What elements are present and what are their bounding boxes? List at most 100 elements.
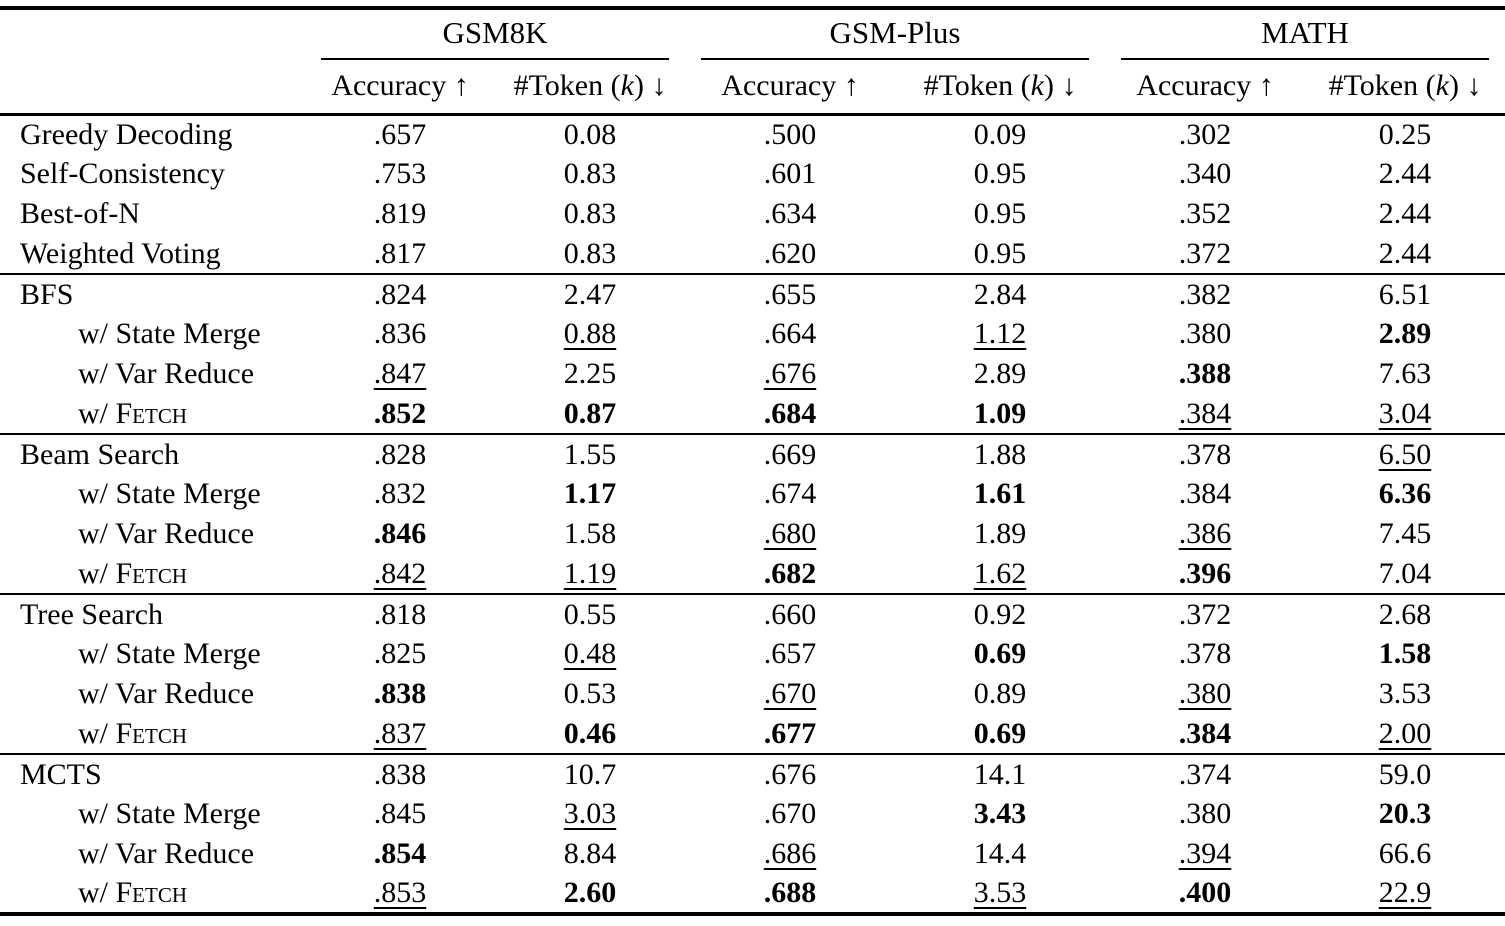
table-row: w/ Var Reduce .854 8.84 .686 14.4 .394 66.6 bbox=[0, 834, 1505, 874]
value-cell: .372 bbox=[1105, 593, 1305, 635]
value-text: 0.53 bbox=[563, 677, 617, 711]
value-text: 0.55 bbox=[563, 597, 617, 631]
value-text: 20.3 bbox=[1378, 797, 1432, 831]
value-text: 2.84 bbox=[973, 277, 1027, 311]
token-label: #Token ( bbox=[513, 69, 621, 103]
value-text: .380 bbox=[1178, 317, 1232, 351]
value-text: 7.63 bbox=[1378, 357, 1432, 391]
up-arrow-icon: ↑ bbox=[453, 69, 469, 103]
value-cell: .682 bbox=[685, 554, 895, 594]
value-cell: 0.88 bbox=[495, 314, 685, 354]
value-cell: 2.44 bbox=[1305, 234, 1505, 274]
value-text: .384 bbox=[1178, 716, 1232, 750]
value-cell: .670 bbox=[685, 674, 895, 714]
value-text: 1.09 bbox=[973, 396, 1027, 430]
down-arrow-icon: ↓ bbox=[1061, 69, 1077, 103]
value-text: 1.19 bbox=[563, 556, 617, 590]
value-text: 1.88 bbox=[973, 437, 1027, 471]
value-text: 66.6 bbox=[1378, 837, 1432, 871]
value-cell: .601 bbox=[685, 154, 895, 194]
token-label-close: ) bbox=[633, 69, 644, 103]
group-label-gsm8k: GSM8K bbox=[321, 10, 669, 61]
group-header-row: GSM8K GSM-Plus MATH bbox=[0, 8, 1505, 116]
value-text: .388 bbox=[1178, 357, 1232, 391]
value-cell: 2.00 bbox=[1305, 714, 1505, 754]
value-cell: 1.19 bbox=[495, 554, 685, 594]
value-cell: 0.09 bbox=[895, 114, 1105, 154]
value-text: 0.48 bbox=[563, 637, 617, 671]
value-cell: 6.51 bbox=[1305, 273, 1505, 315]
value-text: .396 bbox=[1178, 556, 1232, 590]
value-text: 0.08 bbox=[563, 117, 617, 151]
value-cell: .384 bbox=[1105, 474, 1305, 514]
method-cell: Greedy Decoding bbox=[20, 117, 233, 151]
value-cell: .828 bbox=[305, 433, 495, 475]
token-column-header: #Token (k) ↓ bbox=[495, 60, 685, 116]
value-cell: 14.1 bbox=[895, 753, 1105, 795]
value-cell: .832 bbox=[305, 474, 495, 514]
table-row: w/ State Merge .825 0.48 .657 0.69 .378 1.58 bbox=[0, 634, 1505, 674]
value-text: 3.53 bbox=[973, 876, 1027, 910]
value-cell: .634 bbox=[685, 194, 895, 234]
value-text: 0.95 bbox=[973, 236, 1027, 270]
value-text: 1.55 bbox=[563, 437, 617, 471]
value-cell: .374 bbox=[1105, 753, 1305, 795]
method-cell: w/ Fetch bbox=[78, 396, 188, 430]
value-cell: 1.88 bbox=[895, 433, 1105, 475]
table-row: w/ Fetch .853 2.60 .688 3.53 .400 22.9 bbox=[0, 874, 1505, 914]
value-text: .854 bbox=[373, 837, 427, 871]
value-cell: .384 bbox=[1105, 714, 1305, 754]
value-cell: .677 bbox=[685, 714, 895, 754]
table-row: w/ Fetch .852 0.87 .684 1.09 .384 3.04 bbox=[0, 394, 1505, 434]
value-cell: .676 bbox=[685, 753, 895, 795]
value-text: 3.03 bbox=[563, 797, 617, 831]
value-text: 10.7 bbox=[563, 757, 617, 791]
value-text: .836 bbox=[373, 317, 427, 351]
value-text: .837 bbox=[373, 716, 427, 750]
value-cell: .825 bbox=[305, 634, 495, 674]
value-text: 1.12 bbox=[973, 317, 1027, 351]
value-text: .852 bbox=[373, 396, 427, 430]
table-row: w/ Var Reduce .838 0.53 .670 0.89 .380 3.53 bbox=[0, 674, 1505, 714]
method-cell: w/ Var Reduce bbox=[78, 357, 255, 391]
value-cell: .500 bbox=[685, 114, 895, 154]
value-text: .372 bbox=[1178, 597, 1232, 631]
value-cell: .380 bbox=[1105, 314, 1305, 354]
value-cell: .688 bbox=[685, 874, 895, 914]
value-cell: .664 bbox=[685, 314, 895, 354]
value-cell: .380 bbox=[1105, 674, 1305, 714]
value-text: .842 bbox=[373, 556, 427, 590]
table-row: w/ State Merge .845 3.03 .670 3.43 .380 20.3 bbox=[0, 794, 1505, 834]
method-cell: Tree Search bbox=[0, 593, 305, 635]
value-text: 1.61 bbox=[973, 477, 1027, 511]
value-cell: .380 bbox=[1105, 794, 1305, 834]
value-cell: .854 bbox=[305, 834, 495, 874]
value-text: .378 bbox=[1178, 437, 1232, 471]
value-cell: 0.95 bbox=[895, 154, 1105, 194]
value-text: .825 bbox=[373, 637, 427, 671]
value-cell: .818 bbox=[305, 593, 495, 635]
method-cell: w/ State Merge bbox=[78, 797, 261, 831]
value-text: 2.89 bbox=[1378, 317, 1432, 351]
value-cell: .824 bbox=[305, 273, 495, 315]
accuracy-label: Accuracy bbox=[721, 69, 837, 103]
value-text: .838 bbox=[373, 757, 427, 791]
value-text: .847 bbox=[373, 357, 427, 391]
token-label: #Token ( bbox=[1328, 69, 1436, 103]
value-cell: .670 bbox=[685, 794, 895, 834]
value-cell: 2.47 bbox=[495, 273, 685, 315]
value-text: .818 bbox=[373, 597, 427, 631]
value-text: 3.43 bbox=[973, 797, 1027, 831]
value-text: .380 bbox=[1178, 677, 1232, 711]
value-cell: .838 bbox=[305, 674, 495, 714]
table-body: Greedy Decoding .657 0.08.500 0.09.302 0.25 S… bbox=[0, 114, 1505, 914]
value-text: 6.51 bbox=[1378, 277, 1432, 311]
value-text: 1.89 bbox=[973, 517, 1027, 551]
value-cell: 1.55 bbox=[495, 433, 685, 475]
down-arrow-icon: ↓ bbox=[1466, 69, 1482, 103]
method-cell: BFS bbox=[0, 273, 305, 315]
value-text: .824 bbox=[373, 277, 427, 311]
value-cell: .396 bbox=[1105, 554, 1305, 594]
value-text: .684 bbox=[763, 396, 817, 430]
